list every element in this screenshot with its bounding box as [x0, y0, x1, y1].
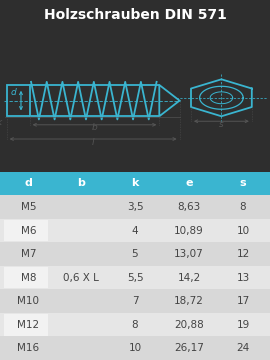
Text: 3,5: 3,5	[127, 202, 143, 212]
Text: 5,5: 5,5	[127, 273, 143, 283]
Text: 17: 17	[236, 296, 250, 306]
Bar	[0, 172, 270, 195]
Text: 10: 10	[237, 226, 249, 235]
Text: M8: M8	[21, 273, 36, 283]
Text: M7: M7	[21, 249, 36, 259]
Text: 13: 13	[236, 273, 250, 283]
Text: d: d	[24, 179, 32, 189]
Text: 10: 10	[129, 343, 141, 353]
Bar	[0, 313, 270, 337]
Text: 20,88: 20,88	[174, 320, 204, 330]
Text: Holzschrauben DIN 571: Holzschrauben DIN 571	[43, 8, 227, 22]
FancyBboxPatch shape	[4, 267, 48, 288]
Text: M5: M5	[21, 202, 36, 212]
Text: 10,89: 10,89	[174, 226, 204, 235]
Text: k: k	[0, 118, 2, 127]
FancyBboxPatch shape	[4, 314, 48, 336]
Bar	[0, 289, 270, 313]
Text: l: l	[92, 138, 94, 147]
Bar	[0, 337, 270, 360]
Text: 4: 4	[132, 226, 138, 235]
Text: 5: 5	[132, 249, 138, 259]
Text: s: s	[219, 120, 224, 129]
Bar	[7, 85, 30, 116]
Text: e: e	[185, 179, 193, 189]
Bar	[0, 266, 270, 289]
Text: M12: M12	[17, 320, 39, 330]
Text: 8,63: 8,63	[177, 202, 201, 212]
Text: 18,72: 18,72	[174, 296, 204, 306]
Text: d: d	[11, 88, 16, 97]
Text: b: b	[92, 123, 97, 132]
Text: M6: M6	[21, 226, 36, 235]
Text: 13,07: 13,07	[174, 249, 204, 259]
Bar	[0, 242, 270, 266]
Text: M10: M10	[17, 296, 39, 306]
Text: k: k	[131, 179, 139, 189]
Text: 0,6 X L: 0,6 X L	[63, 273, 99, 283]
Text: 8: 8	[132, 320, 138, 330]
Text: s: s	[240, 179, 246, 189]
Text: M16: M16	[17, 343, 39, 353]
Bar	[0, 195, 270, 219]
Text: 19: 19	[236, 320, 250, 330]
Text: 26,17: 26,17	[174, 343, 204, 353]
Text: 24: 24	[236, 343, 250, 353]
Text: 8: 8	[240, 202, 246, 212]
Bar	[0, 219, 270, 242]
Text: 14,2: 14,2	[177, 273, 201, 283]
Text: b: b	[77, 179, 85, 189]
Text: 7: 7	[132, 296, 138, 306]
Text: 12: 12	[236, 249, 250, 259]
FancyBboxPatch shape	[4, 220, 48, 242]
